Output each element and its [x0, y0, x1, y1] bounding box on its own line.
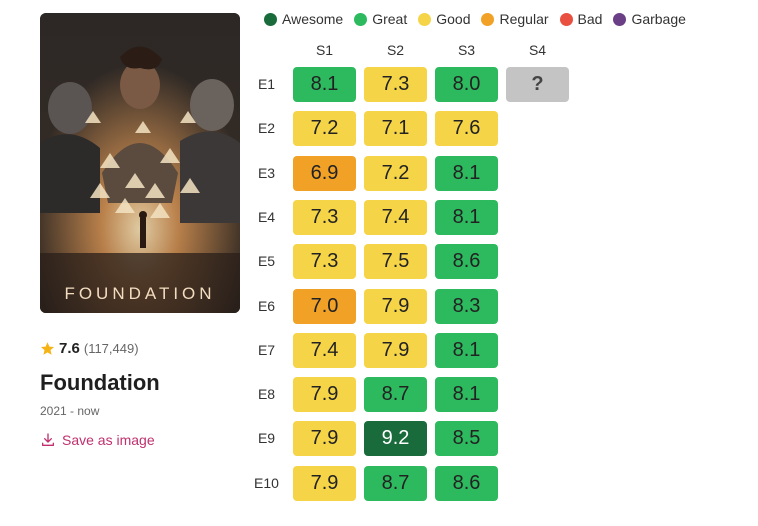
- episode-header-e3: E3: [257, 164, 276, 181]
- legend-label: Bad: [577, 11, 603, 27]
- rating-value: 7.6: [59, 340, 80, 357]
- season-header-s2: S2: [386, 42, 405, 58]
- legend-label: Garbage: [631, 11, 686, 27]
- legend-label: Great: [372, 11, 408, 27]
- rating-cell-s2-e10[interactable]: 8.7: [364, 465, 427, 501]
- episode-header-e8: E8: [257, 386, 276, 403]
- rating-cell-s3-e3[interactable]: 8.1: [435, 155, 498, 191]
- download-icon: [42, 433, 54, 446]
- legend-swatch: [418, 12, 432, 26]
- episode-header-e9: E9: [257, 430, 276, 447]
- rating-cell-s3-e2[interactable]: 7.6: [435, 111, 498, 147]
- legend-swatch: [354, 12, 368, 26]
- rating-cell-s1-e6[interactable]: 7.0: [293, 288, 356, 324]
- rating-cell-s2-e1[interactable]: 7.3: [364, 67, 427, 102]
- rating-cell-s1-e5[interactable]: 7.3: [293, 244, 356, 280]
- rating-cell-s1-e8[interactable]: 7.9: [293, 377, 356, 413]
- rating-cell-s3-e7[interactable]: 8.1: [435, 332, 498, 368]
- rating-cell-s3-e6[interactable]: 8.3: [435, 288, 498, 324]
- legend-swatch: [559, 12, 573, 26]
- rating-cell-s1-e1[interactable]: 8.1: [293, 67, 356, 102]
- rating-row: 7.6 (117,449): [40, 340, 139, 357]
- show-poster: FOUNDATION: [40, 13, 240, 313]
- episode-header-e6: E6: [257, 297, 276, 314]
- season-header-s3: S3: [457, 42, 476, 58]
- legend-item-good: Good: [418, 11, 470, 27]
- rating-legend: Awesome Great Good Regular Bad Garbage: [264, 11, 697, 27]
- legend-item-awesome: Awesome: [264, 11, 343, 27]
- star-icon: [40, 342, 55, 355]
- rating-cell-s3-e10[interactable]: 8.6: [435, 465, 498, 501]
- rating-cell-s1-e2[interactable]: 7.2: [293, 111, 356, 147]
- rating-cell-s3-e9[interactable]: 8.5: [435, 421, 498, 457]
- rating-cell-s2-e6[interactable]: 7.9: [364, 288, 427, 324]
- legend-swatch: [481, 12, 495, 26]
- season-header-s1: S1: [315, 42, 334, 58]
- rating-cell-s1-e3[interactable]: 6.9: [293, 155, 356, 191]
- rating-cell-s3-e1[interactable]: 8.0: [435, 67, 498, 102]
- episode-header-e4: E4: [257, 208, 276, 225]
- rating-cell-s2-e3[interactable]: 7.2: [364, 155, 427, 191]
- rating-cell-s3-e8[interactable]: 8.1: [435, 377, 498, 413]
- episode-header-e10: E10: [254, 474, 279, 491]
- rating-cell-s2-e8[interactable]: 8.7: [364, 377, 427, 413]
- season-header-s4: S4: [528, 42, 547, 58]
- rating-cell-s2-e5[interactable]: 7.5: [364, 244, 427, 280]
- poster-title: FOUNDATION: [64, 284, 216, 303]
- rating-cell-s1-e9[interactable]: 7.9: [293, 421, 356, 457]
- rating-cell-s2-e2[interactable]: 7.1: [364, 111, 427, 147]
- legend-label: Good: [436, 11, 471, 27]
- rating-cell-s2-e7[interactable]: 7.9: [364, 332, 427, 368]
- rating-cell-s3-e4[interactable]: 8.1: [435, 199, 498, 235]
- episode-header-e1: E1: [257, 76, 276, 92]
- legend-item-regular: Regular: [481, 11, 549, 27]
- episode-header-e7: E7: [257, 341, 276, 358]
- legend-item-garbage: Garbage: [613, 11, 686, 27]
- rating-cell-s3-e5[interactable]: 8.6: [435, 244, 498, 280]
- show-title: Foundation: [40, 370, 160, 395]
- legend-label: Regular: [499, 11, 549, 27]
- poster-artwork: [40, 13, 240, 313]
- rating-cell-s1-e7[interactable]: 7.4: [293, 332, 356, 368]
- save-as-image-button[interactable]: Save as image: [40, 432, 155, 448]
- legend-swatch: [613, 12, 627, 26]
- legend-item-bad: Bad: [559, 11, 603, 27]
- rating-cell-s4-e1[interactable]: ?: [506, 67, 569, 102]
- rating-cell-s1-e4[interactable]: 7.3: [293, 199, 356, 235]
- save-as-image-label: Save as image: [62, 432, 155, 448]
- episode-header-e2: E2: [257, 120, 276, 137]
- episode-header-e5: E5: [257, 253, 276, 270]
- rating-cell-s2-e4[interactable]: 7.4: [364, 199, 427, 235]
- legend-swatch: [264, 12, 277, 26]
- show-years: 2021 - now: [40, 404, 100, 418]
- legend-item-great: Great: [354, 11, 407, 27]
- legend-label: Awesome: [282, 11, 344, 27]
- vote-count: (117,449): [83, 341, 139, 356]
- rating-cell-s2-e9[interactable]: 9.2: [364, 421, 427, 457]
- rating-cell-s1-e10[interactable]: 7.9: [293, 465, 356, 501]
